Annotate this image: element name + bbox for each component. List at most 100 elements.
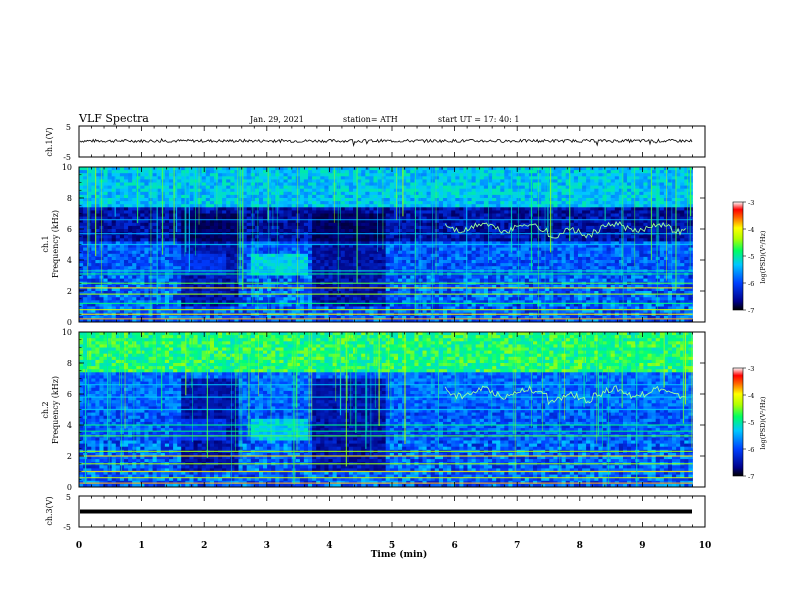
spectrogram-cell — [287, 182, 293, 186]
spectrogram-cell — [259, 244, 264, 248]
spectrogram-cell — [414, 191, 419, 196]
spectrogram-cell — [434, 303, 440, 307]
spectrogram-cell — [111, 213, 117, 217]
spectrogram-cell — [402, 309, 407, 314]
spectrogram-cell — [410, 266, 415, 270]
spectrogram-cell — [340, 309, 346, 314]
spectrogram-cell — [291, 179, 297, 183]
spectrogram-cell — [402, 275, 407, 279]
spectrogram-cell — [279, 173, 284, 177]
spectrogram-cell — [242, 318, 248, 322]
spectrogram-cell — [189, 263, 194, 267]
spectrogram-cell — [336, 238, 342, 242]
spectrogram-cell — [287, 191, 293, 196]
spectrogram-cell — [267, 188, 272, 193]
spectrogram-cell — [242, 309, 248, 314]
spectrogram-cell — [443, 256, 448, 261]
spectrogram-cell — [353, 297, 358, 301]
spectrogram-cell — [410, 222, 415, 227]
spectrogram-cell — [185, 194, 190, 199]
spectrogram-cell — [434, 176, 440, 180]
spectrogram-cell — [463, 213, 468, 217]
spectrogram-cell — [164, 266, 170, 270]
spectrogram-cell — [357, 185, 362, 190]
spectrogram-cell — [254, 204, 260, 208]
spectrogram-cell — [410, 225, 415, 230]
spectrogram-cell — [479, 253, 485, 258]
spectrogram-cell — [185, 207, 190, 211]
spectrogram-cell — [164, 194, 170, 199]
spectrogram-cell — [234, 291, 239, 295]
spectrogram-cell — [242, 247, 248, 252]
spectrogram-cell — [303, 182, 309, 186]
spectrogram-cell — [87, 275, 92, 279]
spectrogram-cell — [83, 284, 88, 289]
spectrogram-cell — [295, 318, 301, 322]
spectrogram-cell — [389, 294, 395, 298]
spectrogram-cell — [328, 235, 333, 239]
spectrogram-cell — [201, 194, 207, 199]
spectrogram-cell — [398, 182, 403, 186]
spectrogram-cell — [83, 275, 88, 279]
spectrogram-cell — [443, 229, 448, 233]
spectrogram-cell — [115, 219, 121, 224]
spectrogram-cell — [119, 297, 125, 301]
spectrogram-cell — [447, 179, 452, 183]
spectrogram-cell — [152, 216, 158, 221]
spectrogram-cell — [320, 210, 325, 214]
spectrogram-cell — [83, 253, 88, 258]
spectrogram-cell — [348, 179, 354, 183]
spectrogram-cell — [238, 210, 243, 214]
spectrogram-cell — [279, 201, 284, 205]
spectrogram-cell — [115, 216, 121, 221]
spectrogram-cell — [242, 241, 248, 245]
spectrogram-cell — [226, 216, 231, 221]
spectrogram-cell — [377, 263, 383, 267]
spectrogram-cell — [230, 253, 235, 258]
spectrogram-cell — [393, 179, 399, 183]
spectrogram-cell — [189, 284, 194, 289]
spectrogram-cell — [238, 188, 243, 193]
spectrogram-cell — [271, 247, 276, 252]
spectrogram-cell — [279, 291, 284, 295]
spectrogram-cell — [144, 315, 149, 320]
spectrogram-cell — [430, 185, 436, 190]
spectrogram-cell — [332, 247, 338, 252]
spectrogram-cell — [459, 210, 464, 214]
spectrogram-cell — [128, 260, 133, 264]
spectrogram-cell — [181, 225, 186, 230]
spectrogram-cell — [263, 229, 268, 233]
spectrogram-cell — [230, 303, 235, 307]
spectrogram-cell — [393, 241, 399, 245]
spectrogram-cell — [275, 297, 280, 301]
spectrogram-cell — [398, 309, 403, 314]
spectrogram-cell — [185, 291, 190, 295]
spectrogram-cell — [254, 185, 260, 190]
spectrogram-cell — [299, 173, 305, 177]
spectrogram-cell — [271, 229, 276, 233]
spectrogram-cell — [463, 300, 468, 304]
spectrogram-cell — [275, 210, 280, 214]
spectrogram-cell — [336, 306, 342, 310]
spectrogram-cell — [91, 216, 96, 221]
spectrogram-cell — [140, 266, 145, 270]
spectrogram-cell — [242, 260, 248, 264]
spectrogram-cell — [451, 278, 456, 283]
spectrogram-cell — [128, 300, 133, 304]
spectrogram-cell — [430, 204, 436, 208]
spectrogram-cell — [254, 229, 260, 233]
spectrogram-cell — [373, 229, 378, 233]
spectrogram-cell — [471, 210, 477, 214]
spectrogram-cell — [365, 194, 370, 199]
spectrogram-cell — [467, 287, 472, 292]
spectrogram-cell — [132, 300, 137, 304]
spectrogram-cell — [173, 303, 178, 307]
spectrogram-cell — [95, 278, 100, 283]
spectrogram-cell — [214, 179, 219, 183]
spectrogram-cell — [299, 309, 305, 314]
spectrogram-cell — [406, 297, 411, 301]
spectrogram-cell — [169, 201, 174, 205]
spectrogram-cell — [369, 260, 374, 264]
spectrogram-cell — [369, 266, 374, 270]
spectrogram-cell — [418, 266, 423, 270]
